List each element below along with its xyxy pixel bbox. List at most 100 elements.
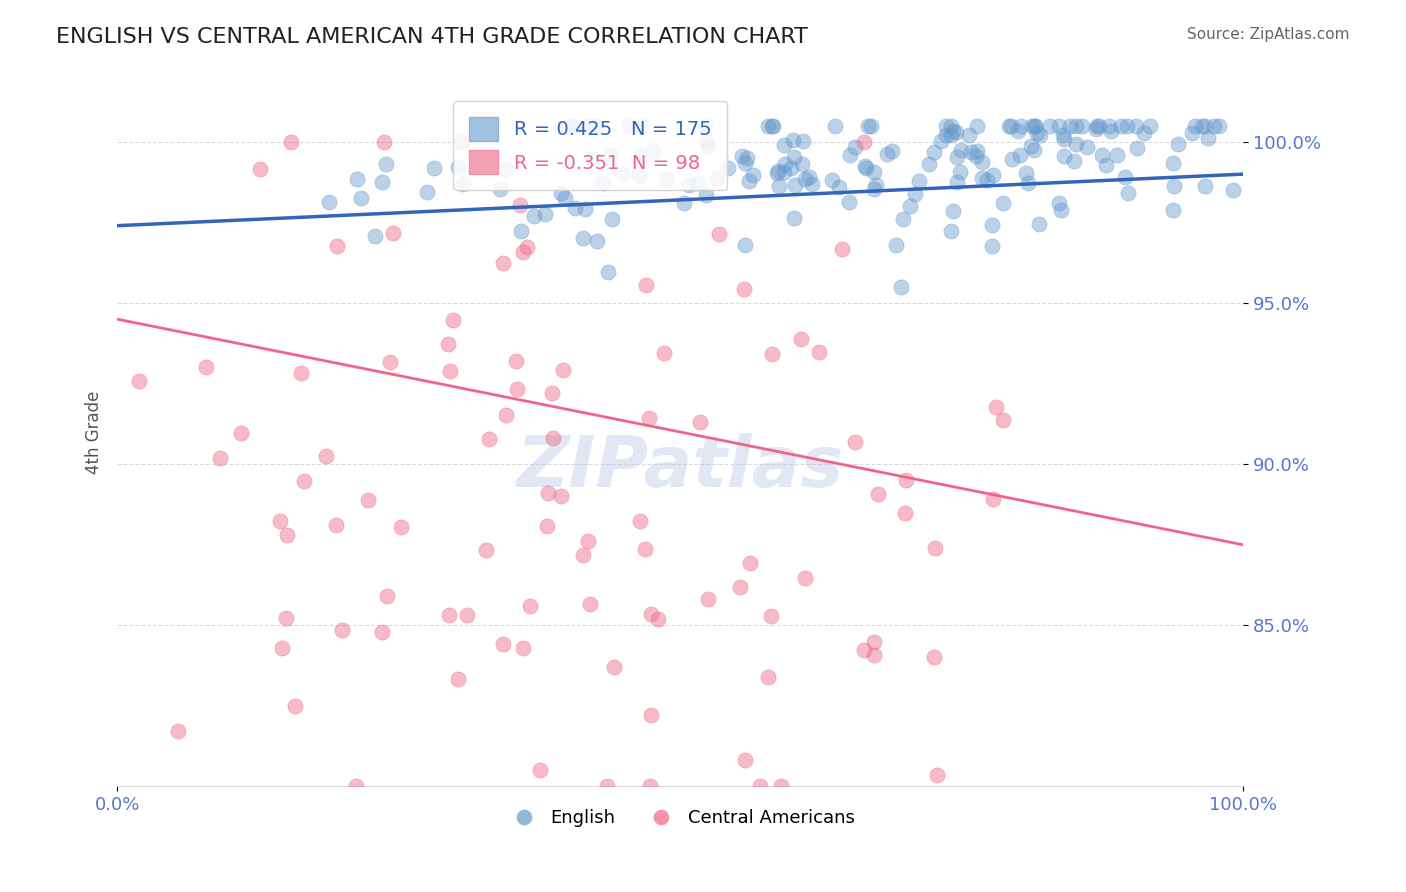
Point: [738, 556, 761, 570]
Point: [783, 211, 806, 225]
Point: [447, 160, 470, 174]
Point: [773, 156, 796, 170]
Point: [976, 173, 998, 187]
Point: [782, 150, 804, 164]
Point: [274, 611, 297, 625]
Point: [581, 151, 603, 165]
Point: [696, 592, 718, 607]
Point: [898, 199, 921, 213]
Point: [510, 224, 533, 238]
Point: [838, 147, 860, 161]
Point: [585, 119, 607, 133]
Point: [860, 119, 883, 133]
Point: [489, 182, 512, 196]
Text: ZIPatlas: ZIPatlas: [516, 433, 844, 502]
Point: [1161, 202, 1184, 217]
Point: [505, 354, 527, 368]
Point: [1085, 119, 1108, 133]
Point: [350, 191, 373, 205]
Point: [738, 174, 761, 188]
Point: [495, 408, 517, 422]
Point: [863, 165, 886, 179]
Point: [1133, 126, 1156, 140]
Point: [612, 167, 634, 181]
Point: [1076, 139, 1098, 153]
Point: [1222, 183, 1244, 197]
Point: [373, 135, 395, 149]
Point: [761, 608, 783, 623]
Point: [491, 256, 513, 270]
Point: [519, 599, 541, 613]
Point: [318, 195, 340, 210]
Point: [1008, 148, 1031, 162]
Point: [1026, 126, 1049, 140]
Point: [855, 161, 877, 175]
Point: [1095, 158, 1118, 172]
Point: [389, 519, 412, 533]
Point: [554, 191, 576, 205]
Point: [576, 119, 599, 133]
Point: [536, 518, 558, 533]
Point: [1091, 147, 1114, 161]
Point: [602, 660, 624, 674]
Point: [495, 161, 517, 176]
Point: [655, 171, 678, 186]
Point: [128, 374, 150, 388]
Point: [890, 280, 912, 294]
Point: [904, 187, 927, 202]
Point: [783, 178, 806, 193]
Point: [1139, 119, 1161, 133]
Point: [1167, 136, 1189, 151]
Point: [564, 119, 586, 133]
Point: [643, 145, 665, 159]
Point: [1163, 156, 1185, 170]
Point: [619, 119, 641, 133]
Y-axis label: 4th Grade: 4th Grade: [86, 391, 103, 474]
Point: [269, 514, 291, 528]
Point: [1001, 152, 1024, 166]
Point: [592, 176, 614, 190]
Point: [1184, 119, 1206, 133]
Point: [865, 178, 887, 193]
Point: [585, 235, 607, 249]
Point: [959, 145, 981, 159]
Point: [523, 209, 546, 223]
Point: [1098, 119, 1121, 133]
Point: [596, 780, 619, 794]
Point: [844, 139, 866, 153]
Point: [330, 623, 353, 637]
Point: [439, 364, 461, 378]
Point: [1071, 119, 1094, 133]
Point: [808, 345, 831, 359]
Point: [1063, 154, 1085, 169]
Point: [380, 355, 402, 369]
Point: [280, 135, 302, 149]
Point: [868, 486, 890, 500]
Point: [986, 400, 1008, 414]
Point: [893, 211, 915, 226]
Point: [831, 242, 853, 256]
Point: [880, 145, 903, 159]
Point: [853, 642, 876, 657]
Point: [1015, 166, 1038, 180]
Point: [1007, 124, 1029, 138]
Point: [441, 313, 464, 327]
Point: [838, 195, 860, 210]
Point: [673, 195, 696, 210]
Point: [792, 134, 814, 148]
Point: [571, 548, 593, 562]
Point: [451, 177, 474, 191]
Point: [628, 514, 651, 528]
Point: [1017, 176, 1039, 190]
Point: [734, 753, 756, 767]
Point: [706, 171, 728, 186]
Point: [896, 473, 918, 487]
Point: [628, 169, 651, 183]
Point: [1191, 119, 1213, 133]
Point: [478, 432, 501, 446]
Point: [208, 451, 231, 466]
Point: [375, 590, 398, 604]
Point: [862, 648, 884, 663]
Point: [1010, 119, 1032, 133]
Point: [599, 148, 621, 162]
